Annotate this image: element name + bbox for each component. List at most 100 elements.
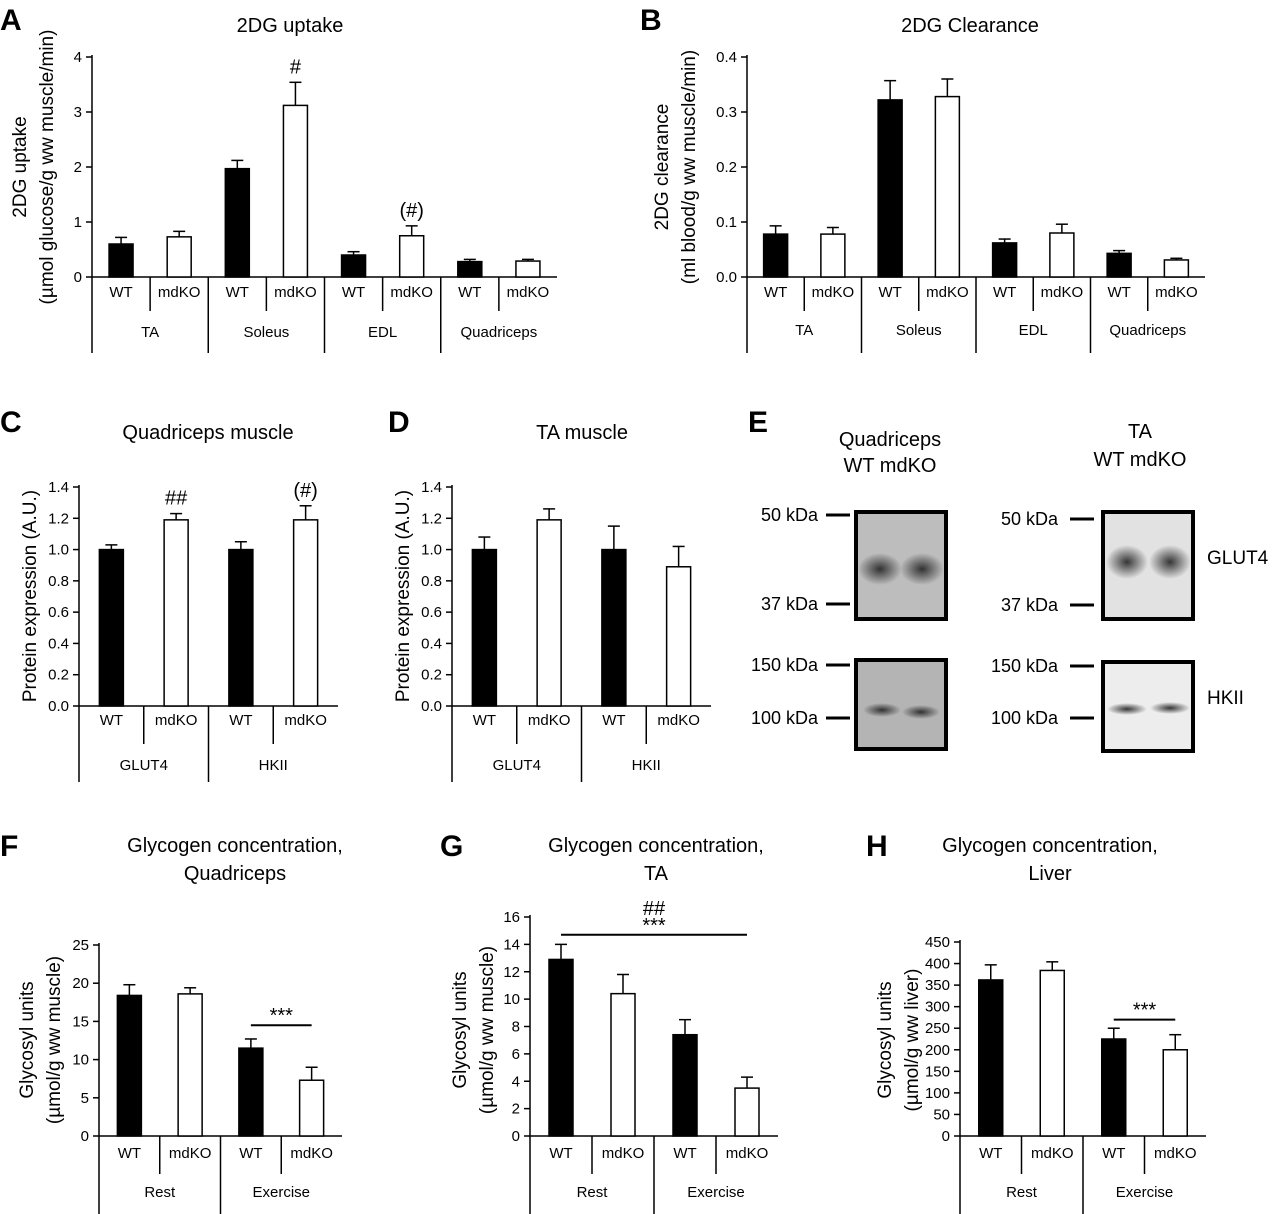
subgroup-label: mdKO <box>169 1145 212 1162</box>
subgroup-label: mdKO <box>1154 1145 1197 1162</box>
bar-wt <box>238 1047 264 1137</box>
chart-title: 2DG Clearance <box>901 15 1039 37</box>
y-tick-label: 15 <box>72 1013 89 1030</box>
blot-title: TA <box>1128 421 1153 443</box>
y-tick-label: 150 <box>925 1063 950 1080</box>
y-tick-label: 0 <box>81 1128 89 1145</box>
bar-wt <box>877 99 903 278</box>
category-label: Quadriceps <box>1109 322 1186 339</box>
category-label: GLUT4 <box>493 757 541 774</box>
y-tick-label: 0.6 <box>48 604 69 621</box>
category-label: Rest <box>577 1184 609 1201</box>
category-label: HKII <box>632 757 661 774</box>
y-tick-label: 0.4 <box>48 635 69 652</box>
subgroup-label: WT <box>229 712 252 729</box>
bar-mdko <box>665 566 692 707</box>
glut4-band-mdko <box>1149 545 1191 579</box>
subgroup-label: mdKO <box>155 712 198 729</box>
subgroup-label: WT <box>342 284 365 301</box>
significance-mark: (#) <box>399 200 423 222</box>
significance-mark: (#) <box>293 480 317 502</box>
y-tick-label: 1.2 <box>421 510 442 527</box>
chart-title-line: Quadriceps <box>184 863 286 885</box>
y-axis-label: (µmol glucose/g ww muscle/min) <box>37 30 58 305</box>
blot-title: WT mdKO <box>1094 449 1187 471</box>
subgroup-label: mdKO <box>507 284 550 301</box>
category-label: Soleus <box>896 322 942 339</box>
chart-title-line: Liver <box>1028 863 1072 885</box>
y-axis-label: Protein expression (A.U.) <box>393 490 414 702</box>
bar-wt <box>991 242 1018 278</box>
blot-protein-label: HKII <box>1207 688 1244 709</box>
panel-d: D TA muscle Protein expression (A.U.) 0.0 0.… <box>388 406 711 782</box>
subgroup-label: WT <box>1107 284 1130 301</box>
y-tick-label: 0.6 <box>421 604 442 621</box>
blot-title: WT mdKO <box>844 455 937 477</box>
y-tick-label: 14 <box>503 936 520 953</box>
panel-e: E Quadriceps WT mdKO TA WT mdKO 50 kDa 37 kDa 1… <box>748 406 1269 753</box>
category-label: TA <box>141 324 159 341</box>
y-tick-label: 1 <box>74 214 82 231</box>
subgroup-label: WT <box>764 284 787 301</box>
subgroup-label: mdKO <box>926 284 969 301</box>
bar-wt <box>601 548 627 707</box>
panel-g: G Glycogen concentration, TA Glycosyl units… <box>440 830 778 1214</box>
category-label: Rest <box>144 1184 176 1201</box>
kda-marker-label: 150 kDa <box>991 656 1059 676</box>
y-tick-label: 0.0 <box>421 698 442 715</box>
y-tick-label: 4 <box>74 49 82 66</box>
bar-wt <box>762 233 789 278</box>
kda-marker-label: 150 kDa <box>751 655 819 675</box>
panel-f: F Glycogen concentration, Quadriceps Glycos… <box>0 830 343 1214</box>
subgroup-label: WT <box>226 284 249 301</box>
panel-letter: D <box>388 406 410 439</box>
y-tick-label: 350 <box>925 977 950 994</box>
bar-mdko <box>398 235 425 278</box>
subgroup-label: mdKO <box>812 284 855 301</box>
y-tick-label: 0.4 <box>421 635 442 652</box>
subgroup-label: WT <box>458 284 481 301</box>
bar-mdko <box>1162 1049 1188 1137</box>
bar-wt <box>471 548 498 707</box>
hkii-band-wt <box>863 703 901 717</box>
y-tick-label: 0.8 <box>421 573 442 590</box>
subgroup-label: mdKO <box>657 712 700 729</box>
y-tick-label: 0 <box>942 1128 950 1145</box>
y-axis-label: Glycosyl units <box>875 981 896 1098</box>
bar-wt <box>1106 252 1132 278</box>
subgroup-label: mdKO <box>528 712 571 729</box>
y-axis-label: (ml blood/g ww muscle/min) <box>679 50 700 284</box>
y-tick-label: 4 <box>512 1073 520 1090</box>
bar-wt <box>672 1033 698 1137</box>
kda-marker-label: 37 kDa <box>761 594 819 614</box>
subgroup-label: mdKO <box>602 1145 645 1162</box>
bar-wt <box>224 167 251 278</box>
significance-mark: # <box>290 56 302 78</box>
bar-mdko <box>1039 969 1065 1137</box>
panel-h: H Glycogen concentration, Liver Glycosyl un… <box>866 830 1206 1214</box>
panel-c: C Quadriceps muscle Protein expression (A.… <box>0 406 338 782</box>
category-label: Exercise <box>1116 1184 1174 1201</box>
y-tick-label: 1.4 <box>421 479 442 496</box>
subgroup-label: WT <box>993 284 1016 301</box>
category-label: Soleus <box>243 324 289 341</box>
category-label: Rest <box>1006 1184 1038 1201</box>
bar-wt <box>548 958 574 1137</box>
y-tick-label: 300 <box>925 999 950 1016</box>
subgroup-label: mdKO <box>158 284 201 301</box>
hkii-band-wt <box>1107 703 1147 715</box>
chart-title-line: Glycogen concentration, <box>127 835 343 857</box>
y-axis-label: Glycosyl units <box>17 981 38 1098</box>
chart-title: 2DG uptake <box>237 15 344 37</box>
category-label: HKII <box>259 757 288 774</box>
chart-title-line: Glycogen concentration, <box>942 835 1158 857</box>
y-tick-label: 6 <box>512 1046 520 1063</box>
kda-marker-label: 100 kDa <box>991 708 1059 728</box>
category-label: Exercise <box>252 1184 310 1201</box>
y-tick-label: 12 <box>503 964 520 981</box>
y-tick-label: 10 <box>503 991 520 1008</box>
y-tick-label: 50 <box>933 1106 950 1123</box>
y-axis-label: (µmol/g ww muscle) <box>477 946 498 1114</box>
panel-b: B 2DG Clearance 2DG clearance (ml blood/g w… <box>640 4 1205 353</box>
